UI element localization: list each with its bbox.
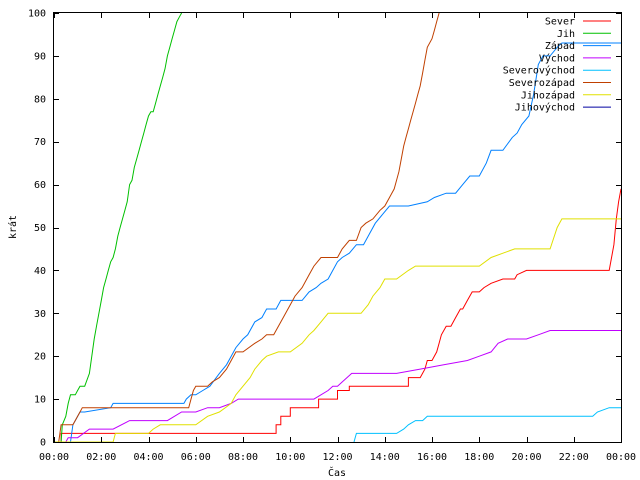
- x-tick-label: 02:00: [86, 452, 116, 463]
- legend-label: Jih: [557, 29, 575, 40]
- series-line-4: [54, 330, 621, 443]
- x-tick-label: 04:00: [133, 452, 163, 463]
- y-tick-label: 40: [34, 266, 46, 277]
- ticks-layer: 00:00 02:00 04:00 06:00 08:00 10:00 12:00 14:00…: [28, 9, 636, 464]
- x-tick-label: 00:00: [606, 452, 636, 463]
- y-tick-label: 60: [34, 180, 46, 191]
- legend-label: Sever: [545, 17, 575, 28]
- series-line-5: [353, 407, 621, 443]
- y-tick-label: 50: [34, 223, 46, 234]
- x-tick-label: 08:00: [228, 452, 258, 463]
- series-line-1: [54, 188, 622, 443]
- x-tick-label: 14:00: [370, 452, 400, 463]
- series-layer: [54, 12, 622, 443]
- series-line-2: [54, 12, 183, 443]
- legend-label: Severozápad: [509, 77, 575, 89]
- x-tick-label: 10:00: [275, 452, 305, 463]
- y-tick-label: 20: [34, 352, 46, 363]
- y-tick-label: 100: [28, 9, 46, 20]
- legend-label: Severovýchod: [503, 65, 575, 77]
- series-line-3: [54, 42, 621, 443]
- x-tick-label: 22:00: [559, 452, 589, 463]
- legend: SeverJihZápadVýchodSeverovýchodSeverozáp…: [503, 17, 611, 114]
- x-tick-label: 12:00: [322, 452, 352, 463]
- x-tick-label: 18:00: [464, 452, 494, 463]
- y-tick-label: 70: [34, 137, 46, 148]
- y-tick-label: 0: [40, 438, 46, 449]
- series-line-6: [54, 12, 440, 443]
- y-tick-label: 80: [34, 94, 46, 105]
- plot-frame: [53, 12, 622, 443]
- series-line-7: [54, 218, 621, 443]
- x-axis-label: Čas: [328, 466, 346, 479]
- legend-label: Východ: [539, 52, 575, 64]
- y-tick-label: 90: [34, 51, 46, 62]
- y-tick-label: 10: [34, 395, 46, 406]
- x-tick-label: 00:00: [39, 452, 69, 463]
- x-tick-label: 06:00: [181, 452, 211, 463]
- legend-label: Západ: [545, 40, 575, 52]
- x-tick-label: 16:00: [417, 452, 447, 463]
- y-axis-label: krát: [7, 215, 19, 239]
- legend-label: Jihovýchod: [515, 102, 575, 114]
- x-tick-label: 20:00: [511, 452, 541, 463]
- legend-label: Jihozápad: [521, 89, 575, 101]
- y-tick-label: 30: [34, 309, 46, 320]
